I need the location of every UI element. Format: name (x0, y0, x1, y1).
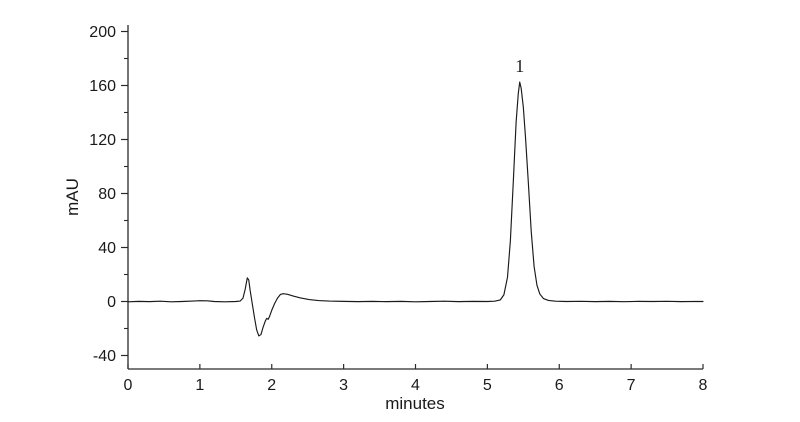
y-tick-label: 120 (89, 132, 116, 149)
x-axis-title: minutes (385, 394, 445, 413)
y-tick-label: 40 (98, 240, 116, 257)
x-tick-label: 5 (483, 377, 492, 394)
axes: -40 0 40 80 120 160 200 0 1 2 3 4 5 6 7 8 (89, 24, 707, 394)
x-tick-label: 2 (267, 377, 276, 394)
x-tick-label: 1 (195, 377, 204, 394)
y-tick-label: 80 (98, 186, 116, 203)
y-tick-label: 160 (89, 78, 116, 95)
x-tick-label: 6 (555, 377, 564, 394)
x-tick-label: 7 (627, 377, 636, 394)
y-tick-label: -40 (93, 348, 116, 365)
y-tick-label: 0 (107, 294, 116, 311)
x-tick-label: 4 (411, 377, 420, 394)
x-tick-label: 8 (699, 377, 708, 394)
signal-trace (127, 81, 704, 337)
x-tick-label: 3 (339, 377, 348, 394)
peak-annotations: 1 (515, 56, 524, 76)
y-tick-label: 200 (89, 24, 116, 41)
detector-signal-line (127, 81, 704, 337)
peak-number-label: 1 (515, 56, 524, 76)
y-axis-title: mAU (63, 178, 82, 216)
x-tick-label: 0 (124, 377, 133, 394)
